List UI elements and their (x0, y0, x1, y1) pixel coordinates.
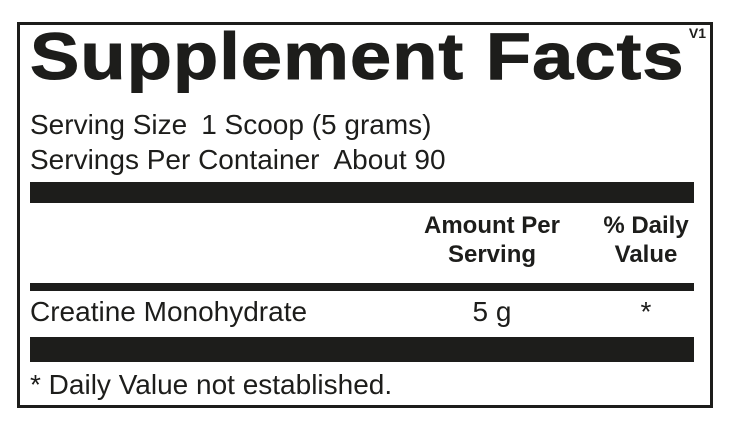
column-header-amount-per-serving: Amount Per Serving (417, 211, 567, 269)
daily-value-footnote: * Daily Value not established. (30, 369, 393, 400)
divider-bar-thin (30, 283, 694, 291)
servings-per-container-label: Servings Per Container (30, 144, 320, 175)
ingredient-daily-value: * (640, 296, 652, 327)
serving-size-line: Serving Size 1 Scoop (5 grams) (30, 108, 432, 142)
divider-bar-thick-top (30, 182, 694, 203)
servings-per-container-value: About 90 (333, 144, 446, 175)
label-panel: V1 Supplement Facts Serving Size 1 Scoop … (17, 22, 713, 408)
column-header-percent-daily-value: % Daily Value (581, 211, 711, 269)
amount-header-line2: Serving (447, 241, 537, 268)
amount-header-line1: Amount Per (423, 212, 560, 239)
ingredient-amount: 5 g (472, 296, 512, 327)
serving-size-value: 1 Scoop (5 grams) (201, 109, 432, 140)
label-title: Supplement Facts (29, 19, 685, 93)
ingredient-name: Creatine Monohydrate (30, 296, 308, 327)
divider-bar-thick-bottom (30, 337, 694, 362)
servings-per-container-line: Servings Per Container About 90 (30, 143, 446, 177)
serving-size-label: Serving Size (30, 109, 188, 140)
version-tag: V1 (688, 25, 706, 41)
dv-header-line1: % Daily (603, 212, 689, 239)
dv-header-line2: Value (614, 241, 678, 268)
